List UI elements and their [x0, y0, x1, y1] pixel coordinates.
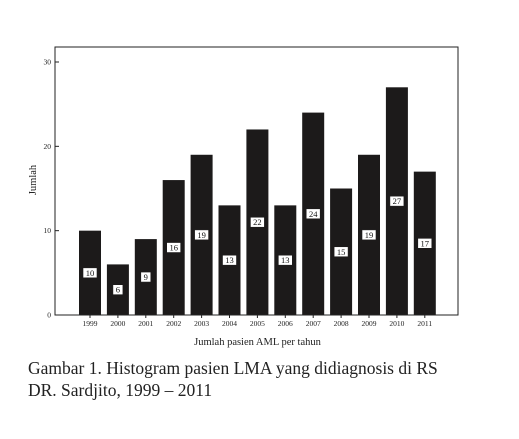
data-label-2001: 9 [144, 272, 148, 282]
data-label-1999: 10 [86, 268, 95, 278]
data-label-2002: 16 [169, 243, 178, 253]
x-tick-label-2001: 2001 [138, 319, 153, 328]
data-label-box-1999 [82, 267, 98, 279]
caption-line-1: Gambar 1. Histogram pasien LMA yang didi… [28, 358, 438, 378]
data-label-2011: 17 [421, 238, 430, 248]
data-label-box-2004 [222, 254, 237, 266]
data-label-box-2000 [112, 284, 124, 296]
data-label-box-2010 [389, 195, 405, 207]
y-tick-label-0: 0 [47, 311, 51, 320]
data-label-box-2002 [166, 242, 181, 253]
plot-frame [54, 46, 459, 316]
x-tick-label-2000: 2000 [110, 319, 125, 328]
x-tick-label-2008: 2008 [334, 319, 349, 328]
y-tick-label-30: 30 [44, 58, 52, 67]
x-tick-label-2004: 2004 [222, 319, 237, 328]
data-label-box-2003 [194, 229, 209, 241]
y-axis-title: Jumlah [28, 164, 39, 195]
x-tick-label-2011: 2011 [417, 319, 432, 328]
data-label-box-2006 [277, 254, 293, 266]
data-label-box-2001 [140, 271, 152, 283]
data-label-2006: 13 [281, 255, 290, 265]
x-tick-label-1999: 1999 [83, 319, 98, 328]
data-label-2007: 24 [309, 209, 318, 219]
caption-line-2: DR. Sardjito, 1999 – 2011 [28, 380, 213, 400]
data-label-2000: 6 [116, 285, 120, 295]
x-tick-label-2005: 2005 [250, 319, 265, 328]
data-label-2008: 15 [337, 247, 346, 257]
x-tick-label-2002: 2002 [166, 319, 181, 328]
value-labels-layer: 10 6 9 16 19 13 22 13 24 15 19 27 17 [82, 195, 433, 296]
data-label-2003: 19 [197, 230, 206, 240]
bars-layer [79, 87, 436, 315]
x-tick-label-2003: 2003 [194, 319, 209, 328]
x-tick-label-2009: 2009 [362, 319, 377, 328]
data-label-box-2011 [417, 238, 433, 249]
bar-chart: 10 6 9 16 19 13 22 13 24 15 19 27 17 0 10 20 30 1999 200… [28, 46, 459, 348]
y-axis-ticks: 0 10 20 30 [44, 58, 59, 320]
data-label-box-2005 [250, 216, 265, 228]
figure-caption: Gambar 1. Histogram pasien LMA yang didi… [28, 357, 498, 401]
data-label-2009: 19 [365, 230, 374, 240]
data-label-2004: 13 [225, 255, 234, 265]
data-label-box-2009 [361, 229, 377, 241]
data-label-box-2007 [305, 208, 321, 220]
y-tick-label-10: 10 [44, 226, 52, 235]
y-tick-label-20: 20 [44, 142, 52, 151]
data-label-box-2008 [333, 246, 349, 258]
data-label-2005: 22 [253, 217, 262, 227]
data-label-2010: 27 [393, 196, 402, 206]
x-axis-ticks: 1999 2000 2001 2002 2003 2004 2005 2006 2007 2008… [83, 315, 432, 328]
x-tick-label-2010: 2010 [389, 319, 404, 328]
x-axis-title: Jumlah pasien AML per tahun [194, 337, 322, 348]
x-tick-label-2006: 2006 [278, 319, 293, 328]
x-tick-label-2007: 2007 [306, 319, 321, 328]
